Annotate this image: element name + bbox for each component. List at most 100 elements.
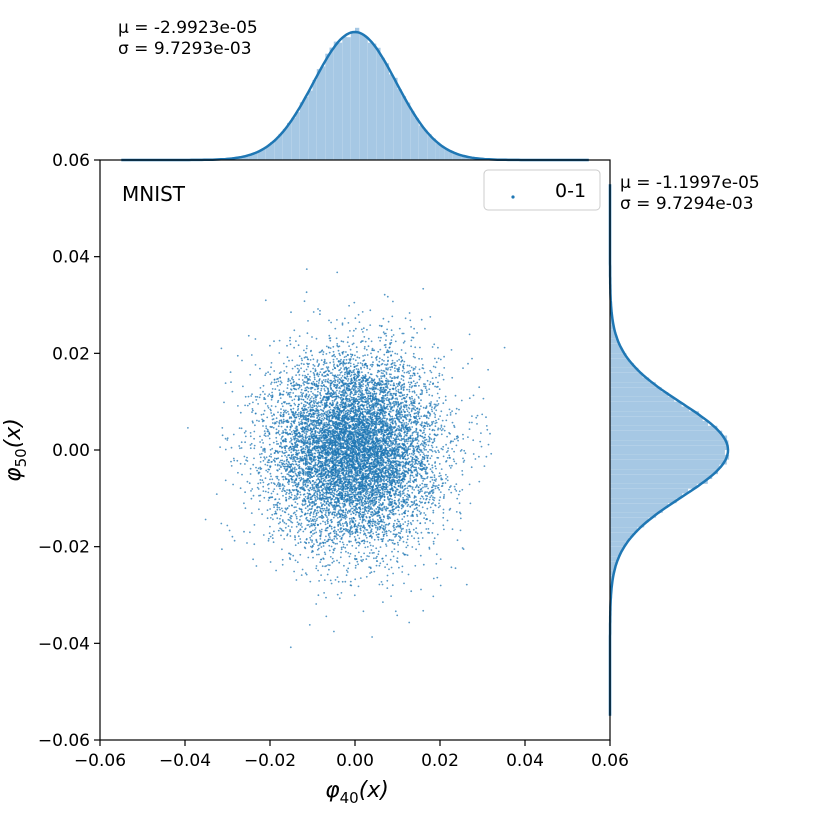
scatter-point bbox=[343, 368, 346, 371]
scatter-point bbox=[309, 518, 312, 520]
scatter-point bbox=[285, 460, 288, 462]
scatter-point bbox=[401, 398, 403, 401]
right-hist-bar bbox=[610, 382, 656, 388]
scatter-point bbox=[287, 447, 290, 450]
scatter-point bbox=[361, 462, 363, 465]
scatter-point bbox=[313, 399, 315, 402]
scatter-point bbox=[302, 500, 304, 503]
scatter-point bbox=[451, 464, 453, 467]
scatter-point bbox=[391, 406, 394, 408]
scatter-point bbox=[313, 437, 315, 440]
scatter-point bbox=[433, 343, 436, 346]
scatter-point bbox=[361, 521, 364, 524]
scatter-point bbox=[224, 448, 227, 451]
scatter-point bbox=[404, 484, 407, 487]
scatter-point bbox=[278, 372, 281, 374]
scatter-point bbox=[298, 421, 300, 424]
scatter-point bbox=[276, 493, 279, 495]
scatter-point bbox=[228, 529, 231, 532]
scatter-point bbox=[392, 334, 395, 336]
scatter-point bbox=[307, 320, 309, 322]
scatter-point bbox=[432, 522, 434, 525]
scatter-point bbox=[292, 489, 295, 492]
scatter-point bbox=[459, 512, 462, 515]
scatter-point bbox=[360, 529, 362, 532]
scatter-point bbox=[446, 414, 449, 416]
scatter-point bbox=[438, 472, 441, 475]
scatter-point bbox=[357, 368, 360, 371]
scatter-point bbox=[437, 449, 440, 452]
scatter-point bbox=[412, 437, 414, 440]
scatter-point bbox=[318, 363, 320, 365]
scatter-point bbox=[348, 304, 350, 307]
scatter-point bbox=[365, 534, 367, 537]
scatter-point bbox=[386, 394, 389, 396]
scatter-point bbox=[355, 380, 358, 382]
scatter-point bbox=[416, 442, 419, 445]
scatter-point bbox=[345, 490, 347, 493]
top-hist-bar bbox=[282, 128, 288, 160]
top-hist-bar bbox=[329, 47, 334, 160]
scatter-point bbox=[347, 378, 350, 380]
scatter-point bbox=[314, 388, 316, 391]
scatter-point bbox=[349, 348, 352, 351]
scatter-point bbox=[303, 380, 305, 383]
scatter-point bbox=[366, 328, 368, 331]
scatter-point bbox=[342, 412, 345, 414]
scatter-point bbox=[375, 564, 378, 567]
scatter-point bbox=[308, 541, 310, 544]
right-hist-bar bbox=[610, 561, 617, 567]
scatter-point bbox=[320, 546, 323, 548]
scatter-point bbox=[379, 503, 382, 505]
scatter-point bbox=[276, 506, 279, 509]
scatter-point bbox=[369, 535, 372, 537]
scatter-point bbox=[431, 490, 433, 493]
scatter-point bbox=[438, 372, 441, 375]
scatter-point bbox=[344, 317, 346, 320]
scatter-point bbox=[362, 504, 364, 506]
scatter-point bbox=[335, 337, 338, 340]
scatter-point bbox=[418, 543, 421, 546]
scatter-point bbox=[345, 358, 348, 361]
scatter-point bbox=[259, 466, 262, 469]
top-hist-bar bbox=[248, 154, 253, 160]
scatter-point bbox=[296, 531, 299, 534]
scatter-point bbox=[274, 405, 277, 408]
scatter-point bbox=[288, 449, 291, 452]
scatter-point bbox=[280, 472, 283, 475]
scatter-point bbox=[430, 449, 433, 452]
scatter-point bbox=[295, 468, 298, 471]
scatter-point bbox=[432, 420, 435, 423]
scatter-point bbox=[408, 386, 411, 388]
scatter-point bbox=[326, 522, 329, 525]
scatter-point bbox=[402, 419, 404, 422]
scatter-point bbox=[295, 374, 297, 376]
scatter-point bbox=[421, 391, 423, 393]
top-hist-bar bbox=[338, 42, 343, 160]
scatter-point bbox=[299, 541, 302, 544]
scatter-point bbox=[396, 466, 398, 469]
scatter-point bbox=[290, 420, 293, 423]
scatter-point bbox=[409, 319, 412, 322]
scatter-point bbox=[441, 482, 444, 485]
scatter-point bbox=[361, 389, 364, 392]
top-hist-bar bbox=[325, 53, 330, 161]
scatter-point bbox=[366, 367, 369, 370]
scatter-point bbox=[341, 434, 343, 437]
scatter-point bbox=[439, 358, 442, 361]
scatter-point bbox=[365, 558, 368, 560]
top-hist-bar bbox=[367, 42, 373, 161]
scatter-point bbox=[231, 535, 234, 538]
right-hist-bar bbox=[610, 387, 662, 393]
scatter-point bbox=[368, 487, 371, 489]
scatter-point bbox=[428, 428, 431, 431]
scatter-point bbox=[310, 535, 313, 537]
scatter-point bbox=[286, 464, 289, 466]
scatter-point bbox=[354, 578, 357, 581]
scatter-point bbox=[334, 355, 336, 358]
scatter-point bbox=[309, 536, 311, 539]
scatter-point bbox=[409, 506, 412, 508]
scatter-point bbox=[444, 399, 447, 402]
scatter-point bbox=[431, 532, 434, 534]
scatter-point bbox=[338, 392, 340, 394]
